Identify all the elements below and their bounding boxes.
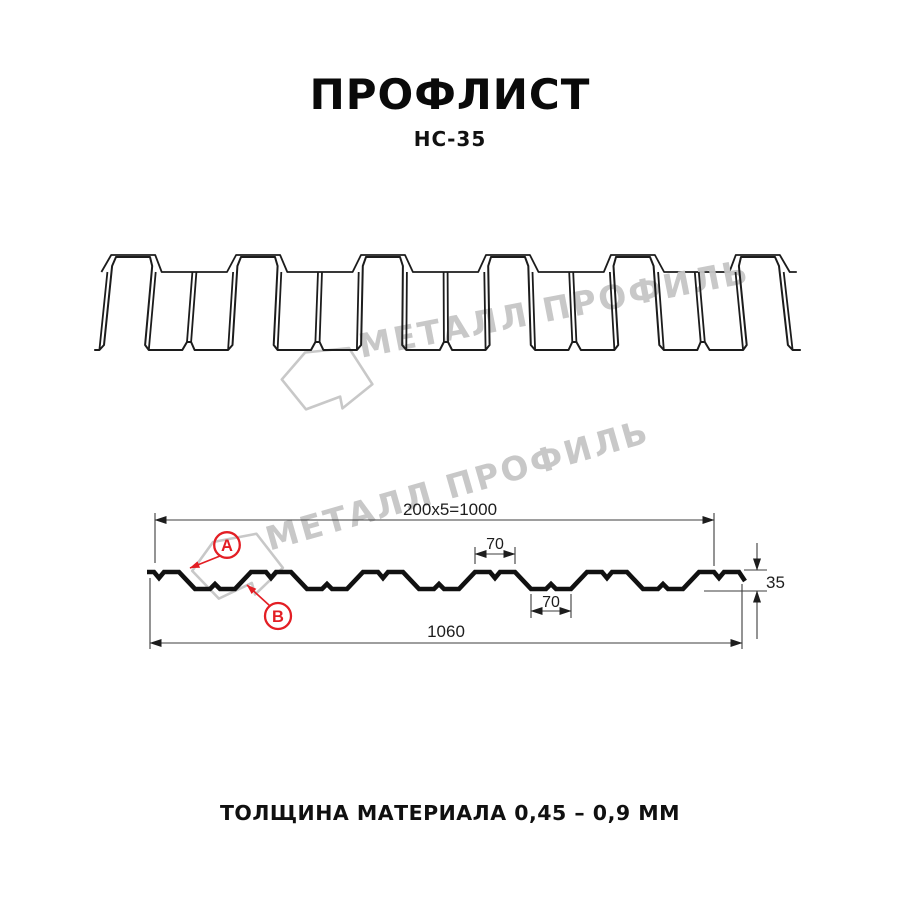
sheet-3d-view: МЕТАЛЛ ПРОФИЛЬ: [94, 252, 801, 411]
dim-crest-width: [474, 547, 516, 564]
callout-a-label: A: [221, 537, 233, 555]
metall-profil-logo-icon: [280, 346, 374, 411]
sheet-3d-far-edge: [100, 254, 797, 273]
dim-height-label: 35: [766, 573, 785, 592]
dim-valley-width: [530, 594, 572, 618]
thickness-note: ТОЛЩИНА МАТЕРИАЛА 0,45 – 0,9 ММ: [219, 801, 681, 825]
profile-cross-section-line: [147, 569, 747, 592]
dim-valley-width-label: 70: [542, 594, 560, 611]
watermark-text: МЕТАЛЛ ПРОФИЛЬ: [261, 411, 654, 558]
dim-total-width-label: 1060: [427, 622, 465, 641]
sheet-3d-rib-lines: [98, 271, 794, 351]
dim-crest-width-label: 70: [486, 536, 504, 553]
callout-b: B: [246, 584, 293, 631]
profile-model-label: НС-35: [413, 127, 487, 151]
metall-profil-logo-icon: [190, 532, 285, 600]
callout-a: A: [189, 531, 241, 569]
page-title: ПРОФЛИСТ: [309, 70, 591, 119]
cross-section: МЕТАЛЛ ПРОФИЛЬ 200x5=1000 70 70: [147, 411, 785, 649]
sheet-3d-near-edge: [94, 256, 801, 351]
dim-total-width: [149, 578, 743, 649]
watermark-text: МЕТАЛЛ ПРОФИЛЬ: [355, 252, 753, 366]
dim-height: [704, 543, 767, 639]
dim-top-pitch-label: 200x5=1000: [403, 500, 497, 519]
sheet-3d-rib-faces: [99, 257, 793, 350]
callout-b-label: B: [272, 608, 284, 626]
dim-top-pitch: [154, 513, 715, 566]
